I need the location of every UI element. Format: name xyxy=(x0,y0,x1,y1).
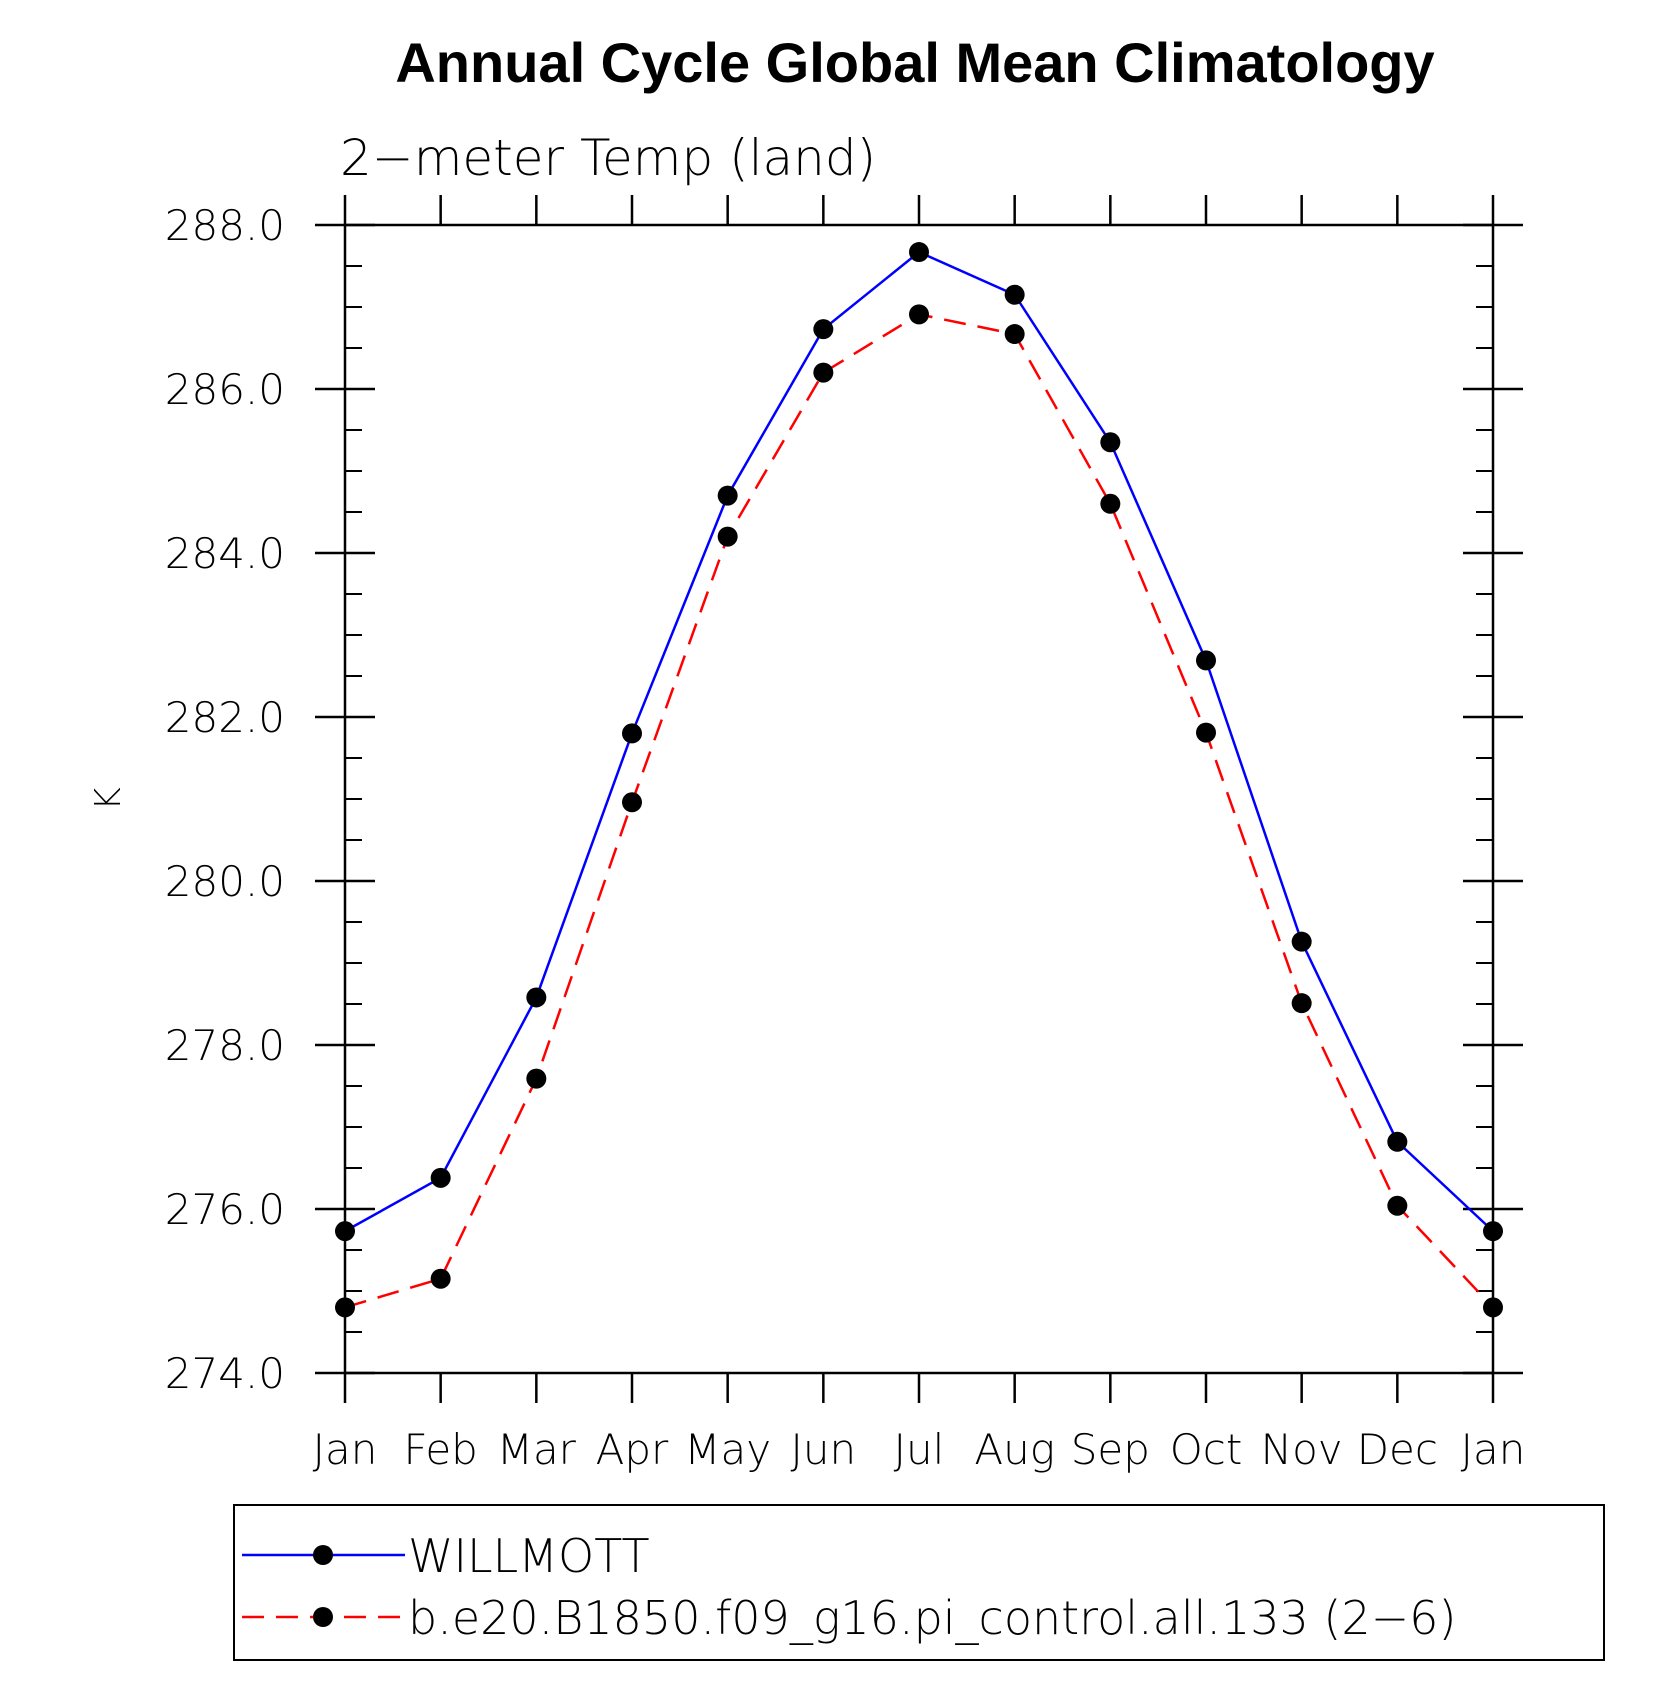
series-2-point xyxy=(1196,722,1216,743)
series-1-point xyxy=(813,319,834,340)
x-tick-label: May xyxy=(684,1425,771,1474)
series-layer xyxy=(335,242,1503,1318)
series-2-point xyxy=(335,1297,355,1318)
series-1-point xyxy=(622,723,642,744)
legend-marker-1 xyxy=(313,1545,333,1565)
x-tick-labels: Jan Feb Mar Apr May Jun Jul Aug Sep Oct Nov Dec Jan xyxy=(313,1425,1526,1474)
legend: WILLMOTT b.e20.B1850.f09_g16.pi_control.a… xyxy=(233,1504,1605,1661)
legend-marker-2 xyxy=(313,1607,333,1627)
y-tick-label: 288.0 xyxy=(165,201,285,250)
series-2-point xyxy=(1100,493,1121,514)
plot-frame xyxy=(343,223,1495,1375)
x-tick-label: Aug xyxy=(974,1425,1055,1474)
series-line-1 xyxy=(344,250,1494,1233)
y-tick-label: 278.0 xyxy=(165,1021,285,1070)
y-axis-label: K xyxy=(88,787,129,811)
series-2-point xyxy=(526,1068,547,1089)
y-tick-labels: 274.0 276.0 278.0 280.0 282.0 284.0 286.0 288.0 xyxy=(165,201,285,1398)
series-2-point xyxy=(1483,1297,1503,1318)
x-tick-label: Jan xyxy=(1461,1425,1526,1474)
y-tick-label: 282.0 xyxy=(165,693,285,742)
series-2-point xyxy=(1387,1195,1408,1216)
y-tick-label: 274.0 xyxy=(165,1349,285,1398)
y-tick-label: 276.0 xyxy=(165,1185,285,1234)
series-2-point xyxy=(1004,324,1025,345)
series-1-point xyxy=(1100,432,1121,453)
y-tick-label: 286.0 xyxy=(165,365,285,414)
y-tick-label: 284.0 xyxy=(165,529,285,578)
series-1-point xyxy=(335,1221,355,1242)
series-1-point xyxy=(717,485,738,506)
series-2-point xyxy=(909,304,929,325)
x-tick-label: Nov xyxy=(1261,1425,1343,1474)
series-1-point xyxy=(909,242,929,263)
y-tick-label: 280.0 xyxy=(165,857,285,906)
axis-ticks xyxy=(315,195,1523,1403)
series-1-point xyxy=(430,1167,451,1188)
series-line-2 xyxy=(344,313,1494,1309)
chart-subtitle: 2−meter Temp (land) xyxy=(340,129,876,187)
series-1-point xyxy=(1483,1221,1503,1242)
series-1-point xyxy=(1387,1131,1408,1152)
legend-label-1: WILLMOTT xyxy=(408,1529,650,1583)
plot-border xyxy=(343,223,1495,1375)
x-tick-label: Jul xyxy=(894,1425,945,1474)
legend-label-2: b.e20.B1850.f09_g16.pi_control.all.133 (… xyxy=(408,1591,1456,1645)
x-tick-label: Feb xyxy=(403,1425,477,1474)
series-2-point xyxy=(717,526,738,547)
legend-box xyxy=(233,1504,1605,1661)
x-tick-label: Sep xyxy=(1071,1425,1150,1474)
x-tick-label: Apr xyxy=(596,1425,669,1474)
series-2-point xyxy=(430,1268,451,1289)
x-tick-label: Jan xyxy=(313,1425,378,1474)
series-1-point xyxy=(1196,650,1216,671)
x-tick-label: Dec xyxy=(1357,1425,1438,1474)
chart-title: Annual Cycle Global Mean Climatology xyxy=(395,31,1434,94)
series-2-point xyxy=(1291,993,1312,1014)
series-1-point xyxy=(526,987,547,1008)
x-tick-label: Jun xyxy=(791,1425,857,1474)
series-1-point xyxy=(1004,284,1025,305)
series-2-point xyxy=(813,362,834,383)
series-1-point xyxy=(1291,931,1312,952)
x-tick-label: Mar xyxy=(497,1425,577,1474)
series-2-point xyxy=(622,792,642,813)
x-tick-label: Oct xyxy=(1170,1425,1243,1474)
